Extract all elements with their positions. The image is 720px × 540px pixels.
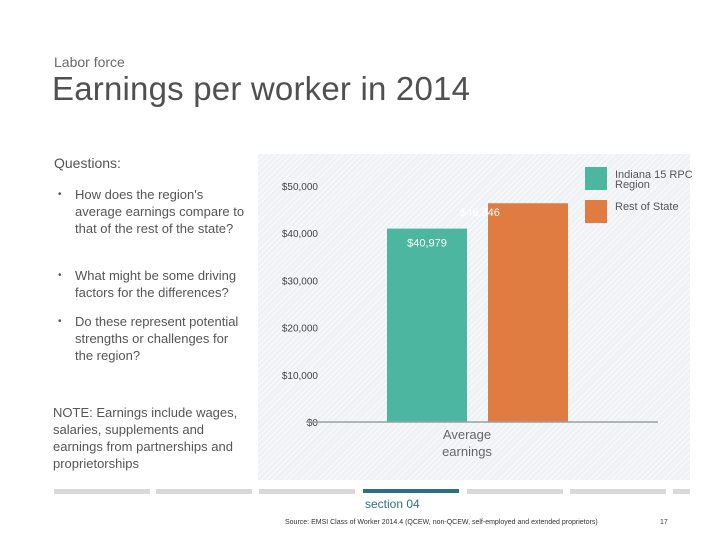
- section-label: section 04: [365, 497, 420, 511]
- chart-background: [258, 154, 690, 480]
- question-text: Do these represent potential strengths o…: [75, 314, 239, 363]
- progress-segment: [673, 489, 690, 494]
- y-tick-label: $50,000: [282, 182, 319, 193]
- legend-swatch-region: [585, 167, 607, 190]
- source-note: Source: EMSI Class of Worker 2014.4 (QCE…: [285, 519, 598, 526]
- bullet-icon: •: [58, 270, 62, 281]
- progress-segment-active: [363, 489, 459, 493]
- section-progress-bar: [54, 489, 690, 495]
- legend-label-region: Indiana 15 RPC Region: [615, 169, 693, 191]
- progress-segment: [54, 489, 150, 494]
- bar-rest-of-state: [488, 203, 568, 422]
- bullet-icon: •: [58, 316, 62, 327]
- legend-label-rest-of-state: Rest of State: [615, 201, 679, 213]
- questions-heading: Questions:: [54, 155, 121, 171]
- progress-segment: [259, 489, 355, 494]
- question-text: What might be some driving factors for t…: [75, 268, 237, 300]
- y-tick-label: $30,000: [282, 276, 319, 287]
- y-tick-label: $10,000: [282, 371, 319, 382]
- progress-segment: [156, 489, 252, 494]
- progress-segment: [570, 489, 666, 494]
- data-label: $46,346: [460, 207, 500, 219]
- page-number: 17: [660, 519, 668, 526]
- bullet-icon: •: [58, 189, 62, 200]
- x-category-label: Average earnings: [442, 427, 492, 459]
- y-tick-label: $40,000: [282, 229, 319, 240]
- page-title: Earnings per worker in 2014: [52, 70, 471, 107]
- data-label: $40,979: [407, 238, 447, 250]
- y-tick-label: $20,000: [282, 324, 319, 335]
- earnings-bar-chart: $0 $10,000 $20,000 $30,000 $40,000 $50,000 $40…: [282, 182, 658, 459]
- y-tick-label: $0: [307, 418, 319, 429]
- earnings-note: NOTE: Earnings include wages, salaries, …: [53, 405, 238, 471]
- section-kicker: Labor force: [54, 54, 125, 70]
- bar-region: [387, 228, 467, 422]
- question-text: How does the region's average earnings c…: [75, 187, 245, 236]
- progress-segment: [467, 489, 563, 494]
- legend-swatch-rest-of-state: [585, 200, 607, 223]
